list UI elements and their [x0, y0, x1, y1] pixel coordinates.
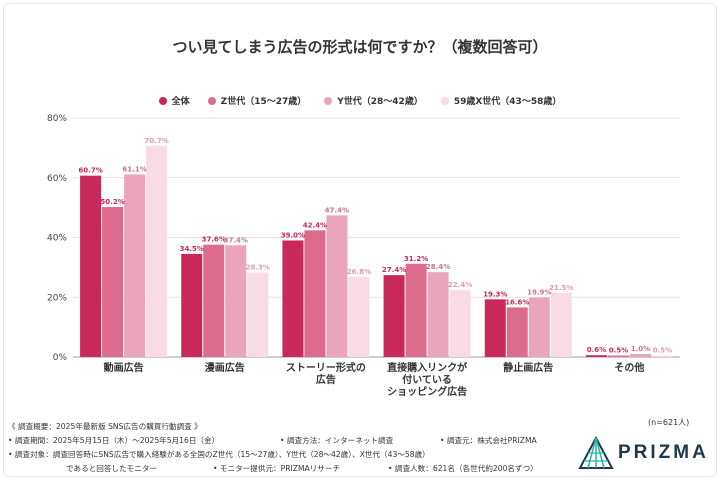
legend-label: Z世代（15〜27歳）: [220, 97, 307, 107]
x-category-label: 付いている: [402, 373, 452, 386]
bar: [405, 263, 427, 357]
bar: [225, 245, 247, 357]
data-label: 19.9%: [527, 289, 551, 297]
legend-swatch: [207, 96, 216, 105]
data-label: 34.5%: [180, 245, 204, 253]
data-label: 22.4%: [448, 281, 472, 289]
notes-source: • 調査元：株式会社PRIZMA: [440, 436, 537, 445]
bar: [181, 253, 203, 357]
data-label: 0.5%: [609, 347, 628, 355]
bar: [585, 355, 607, 357]
bar: [506, 307, 528, 357]
bar: [427, 272, 449, 357]
prizma-logo: PRIZMA: [578, 435, 709, 472]
bar: [247, 272, 269, 357]
data-label: 26.8%: [347, 268, 371, 276]
legend-label: 全体: [171, 97, 190, 107]
data-label: 16.6%: [505, 298, 529, 306]
data-label: 37.6%: [202, 236, 226, 244]
data-label: 31.2%: [404, 255, 428, 263]
x-category-label: 静止画広告: [503, 361, 553, 374]
bar: [449, 290, 471, 357]
legend-item-gen-y: Y世代（28〜42歳）: [324, 94, 423, 107]
data-label: 27.4%: [382, 266, 406, 274]
data-label: 1.0%: [631, 345, 650, 353]
data-label: 37.4%: [224, 236, 248, 244]
legend-label: 59歳X世代（43〜58歳）: [453, 97, 562, 107]
x-category-label: 広告: [316, 373, 336, 386]
bar: [203, 244, 225, 357]
bar: [80, 175, 102, 357]
legend-item-gen-x: 59歳X世代（43〜58歳）: [440, 94, 562, 107]
x-category-label: ストーリー形式の: [286, 361, 366, 374]
legend-item-gen-z: Z世代（15〜27歳）: [207, 94, 307, 107]
bar: [124, 174, 146, 357]
data-label: 28.4%: [426, 263, 450, 271]
notes-method: • 調査方法：インターネット調査: [280, 436, 394, 445]
notes-count: • 調査人数：621名（各世代約200名ずつ）: [388, 464, 538, 473]
data-label: 42.4%: [303, 221, 327, 229]
x-category-label: ショッピング広告: [387, 385, 467, 398]
bar: [383, 275, 405, 357]
sample-size: (n=621人): [648, 418, 690, 427]
chart-title: つい見てしまう広告の形式は何ですか？（複数回答可）: [172, 38, 548, 56]
y-tick-label: 80%: [47, 114, 67, 124]
y-tick-label: 40%: [47, 234, 67, 244]
grid-layer: [73, 117, 680, 358]
legend-swatch: [158, 96, 167, 105]
x-category-label: その他: [614, 361, 644, 374]
bar: [528, 297, 550, 357]
legend-swatch: [440, 96, 449, 105]
data-label: 47.4%: [325, 206, 349, 214]
bars-layer: [80, 145, 673, 357]
notes-period: • 調査期間：2025年5月15日（木）〜2025年5月16日（金）: [8, 436, 220, 445]
prizma-logo-text: PRIZMA: [618, 442, 709, 463]
bar: [102, 207, 124, 357]
legend-item-all: 全体: [158, 94, 190, 107]
bar: [607, 355, 629, 357]
data-label: 60.7%: [78, 167, 102, 175]
y-tick-label: 0%: [53, 353, 68, 363]
bar: [326, 215, 348, 357]
data-label: 0.6%: [587, 346, 606, 354]
legend-swatch: [324, 96, 333, 105]
notes-target-cont: であると回答したモニター: [66, 464, 158, 473]
data-label: 21.5%: [549, 284, 573, 292]
bar: [651, 355, 673, 357]
bar: [629, 354, 651, 357]
notes-target: • 調査対象：調査回答時にSNS広告で購入経験がある全国のZ世代（15〜27歳）…: [8, 450, 430, 459]
notes-monitor: • モニター提供元：PRIZMAリサーチ: [213, 464, 341, 473]
prizma-logo-icon: [578, 435, 614, 469]
chart-legend: 全体 Z世代（15〜27歳） Y世代（28〜42歳） 59歳X世代（43〜58歳…: [0, 94, 720, 107]
x-category-label: 動画広告: [104, 361, 144, 374]
data-label: 61.1%: [122, 165, 146, 173]
survey-notes: 《 調査概要：2025年最新版 SNS広告の購買行動調査 》 • 調査期間：20…: [8, 420, 588, 476]
bar: [282, 240, 304, 357]
data-label: 19.3%: [483, 290, 507, 298]
data-label: 28.3%: [246, 263, 270, 271]
bar: [484, 299, 506, 357]
bar: [550, 292, 572, 357]
data-labels-layer: 60.7% 50.2% 61.1% 70.7% 34.5%37.6%37.4% 28.3%…: [78, 137, 672, 355]
notes-overview: 《 調査概要：2025年最新版 SNS広告の購買行動調査 》: [8, 422, 202, 431]
y-tick-label: 60%: [47, 174, 67, 184]
bar: [146, 145, 168, 357]
data-label: 39.0%: [281, 231, 305, 239]
bar: [304, 230, 326, 357]
x-category-label: 直接購入リンクが: [387, 361, 468, 374]
legend-label: Y世代（28〜42歳）: [337, 97, 423, 107]
data-label: 50.2%: [100, 198, 124, 206]
data-label: 70.7%: [144, 137, 168, 145]
data-label: 0.5%: [653, 347, 672, 355]
x-category-label: 漫画広告: [205, 361, 245, 374]
y-tick-label: 20%: [47, 293, 67, 303]
bar: [348, 276, 370, 357]
